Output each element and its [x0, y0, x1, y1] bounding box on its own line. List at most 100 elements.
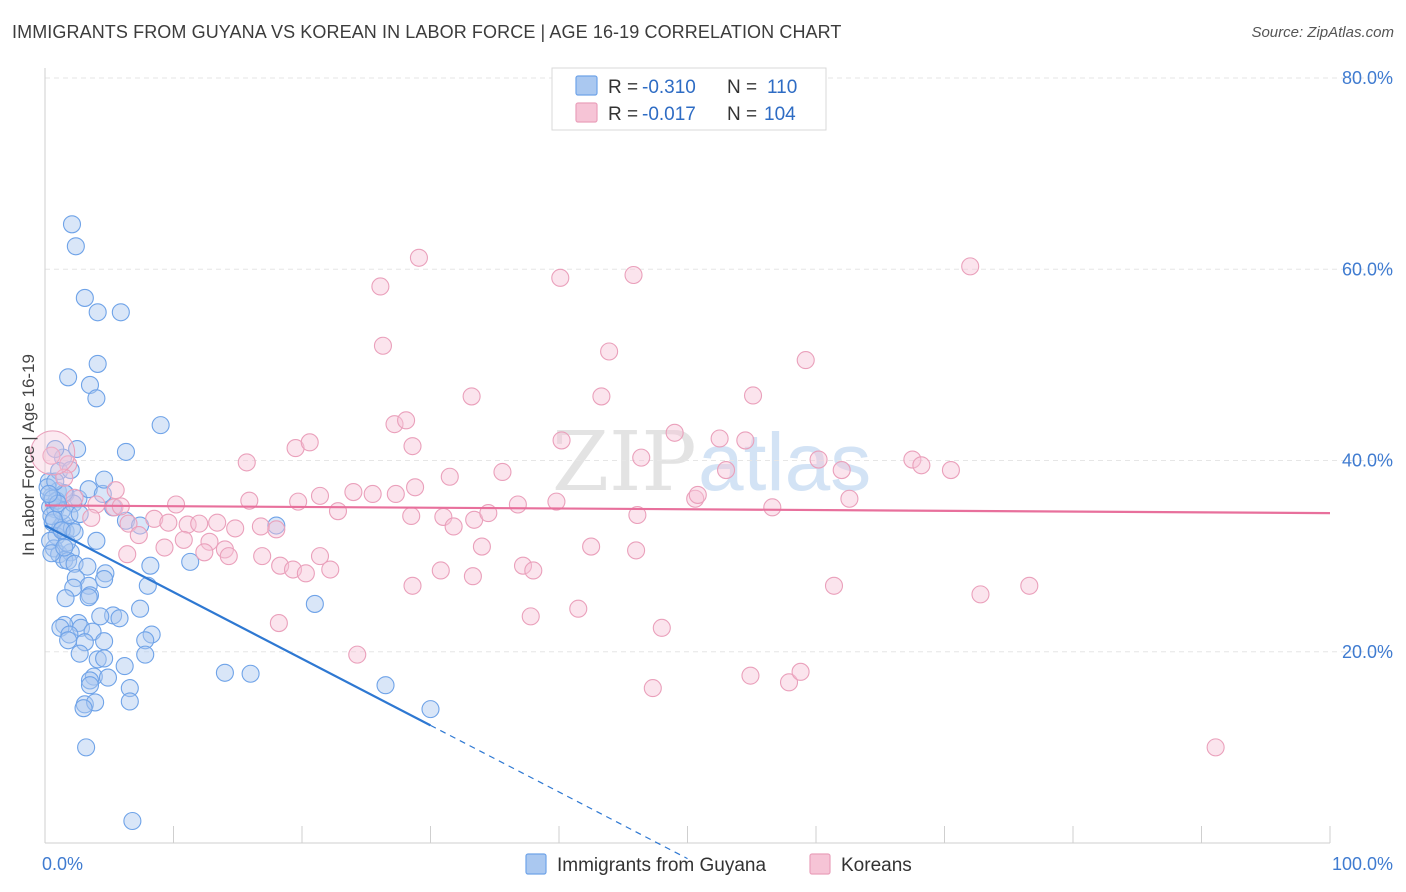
- stats-legend-n-label-1: N =: [727, 77, 757, 98]
- point-koreans-11: [226, 519, 245, 538]
- point-koreans-32: [840, 489, 859, 508]
- point-guyana-55: [120, 692, 139, 711]
- point-koreans-85: [716, 461, 736, 480]
- point-koreans-46: [310, 547, 330, 566]
- point-guyana-68: [116, 511, 136, 530]
- point-koreans-91: [462, 387, 481, 406]
- point-guyana-38: [75, 633, 94, 652]
- y-tick-label-20: 20.0%: [1342, 642, 1393, 662]
- point-koreans-60: [521, 607, 540, 626]
- point-guyana-46: [115, 657, 134, 676]
- stats-legend-r-value-2: -0.017: [642, 104, 696, 125]
- point-koreans-1: [59, 455, 78, 474]
- point-koreans-53: [513, 556, 533, 575]
- point-koreans-80: [493, 462, 512, 482]
- stats-legend-box: [551, 67, 827, 131]
- point-koreans-101: [961, 257, 980, 276]
- y-axis-label: In Labor Force | Age 16-19: [19, 354, 38, 556]
- point-koreans-86: [736, 431, 755, 450]
- point-koreans-9: [145, 509, 164, 528]
- point-koreans-76: [385, 415, 404, 434]
- point-koreans-12: [251, 517, 270, 536]
- point-koreans-88: [809, 450, 828, 469]
- point-koreans-28: [628, 505, 647, 525]
- series-koreans: [42, 248, 1225, 757]
- point-koreans-64: [971, 585, 990, 604]
- point-koreans-92: [592, 387, 611, 406]
- point-koreans-18: [328, 502, 348, 521]
- point-guyana-64: [79, 480, 98, 499]
- point-koreans-98: [409, 248, 428, 267]
- point-koreans-72: [1206, 738, 1225, 757]
- point-koreans-31: [763, 498, 782, 517]
- stats-legend-r-value-1: -0.310: [642, 77, 696, 98]
- point-guyana-34: [110, 609, 129, 628]
- point-guyana-36: [60, 625, 79, 644]
- point-koreans-21: [406, 478, 425, 497]
- point-guyana-37: [59, 631, 78, 650]
- gridlines: [45, 77, 1392, 653]
- point-koreans-3: [65, 488, 84, 507]
- point-guyana-25: [141, 556, 160, 575]
- point-koreans-69: [741, 666, 760, 685]
- legend-swatch-koreans: [809, 853, 831, 875]
- point-koreans-73: [237, 453, 256, 472]
- stats-legend-swatch-guyana: [575, 75, 598, 96]
- point-guyana-23: [79, 588, 98, 607]
- point-guyana-45: [95, 649, 114, 668]
- point-guyana-48: [80, 671, 100, 690]
- point-koreans-79: [440, 467, 459, 486]
- point-koreans-49: [159, 513, 178, 532]
- y-tick-labels: 20.0% 40.0% 60.0% 80.0%: [1342, 68, 1393, 662]
- point-guyana-86: [111, 303, 130, 322]
- point-guyana-44: [88, 650, 107, 669]
- point-koreans-37: [200, 532, 219, 551]
- chart-title: IMMIGRANTS FROM GUYANA VS KOREAN IN LABO…: [12, 22, 842, 42]
- point-guyana-93: [215, 663, 234, 682]
- point-guyana-94: [241, 664, 260, 683]
- point-guyana-79: [151, 416, 170, 435]
- point-koreans-94: [373, 336, 393, 355]
- stats-legend-r-label-2: R =: [608, 104, 638, 125]
- point-koreans-96: [796, 351, 815, 370]
- point-guyana-108: [87, 531, 106, 550]
- point-koreans-34: [267, 520, 286, 539]
- x-tick-label-100: 100.0%: [1332, 854, 1393, 874]
- y-tick-label-60: 60.0%: [1342, 259, 1393, 279]
- point-koreans-19: [363, 484, 382, 504]
- point-koreans-13: [240, 491, 259, 510]
- point-koreans-93: [743, 386, 763, 405]
- y-tick-label-40: 40.0%: [1342, 451, 1393, 471]
- stats-legend-swatch-koreans: [575, 102, 598, 123]
- point-koreans-27: [547, 492, 566, 511]
- point-guyana-95: [267, 516, 286, 535]
- point-koreans-67: [269, 614, 288, 633]
- point-koreans-59: [463, 567, 482, 586]
- legend-label-guyana: Immigrants from Guyana: [557, 855, 766, 876]
- point-koreans-36: [174, 530, 193, 549]
- point-koreans-20: [386, 484, 405, 504]
- point-koreans-57: [431, 561, 450, 580]
- point-guyana-97: [376, 676, 395, 695]
- point-guyana-85: [88, 354, 107, 373]
- point-guyana-29: [91, 607, 110, 626]
- trendline-guyana: [44, 524, 432, 727]
- point-guyana-54: [74, 699, 93, 718]
- point-guyana-53: [86, 693, 105, 712]
- stats-legend-n-value-2: 104: [764, 104, 796, 125]
- point-koreans-75: [300, 433, 319, 452]
- point-guyana-66: [95, 470, 114, 489]
- point-guyana-41: [95, 632, 114, 651]
- legend-label-koreans: Koreans: [841, 855, 912, 876]
- point-koreans-55: [582, 537, 601, 556]
- point-koreans-95: [600, 342, 619, 361]
- point-koreans-82: [632, 448, 651, 467]
- point-koreans-63: [824, 576, 844, 595]
- point-guyana-17: [96, 564, 115, 583]
- point-koreans-17: [310, 486, 330, 505]
- point-guyana-98: [421, 700, 440, 719]
- point-guyana-90: [62, 215, 82, 234]
- point-guyana-92: [181, 552, 200, 571]
- series-legend: Immigrants from Guyana Koreans: [525, 853, 912, 876]
